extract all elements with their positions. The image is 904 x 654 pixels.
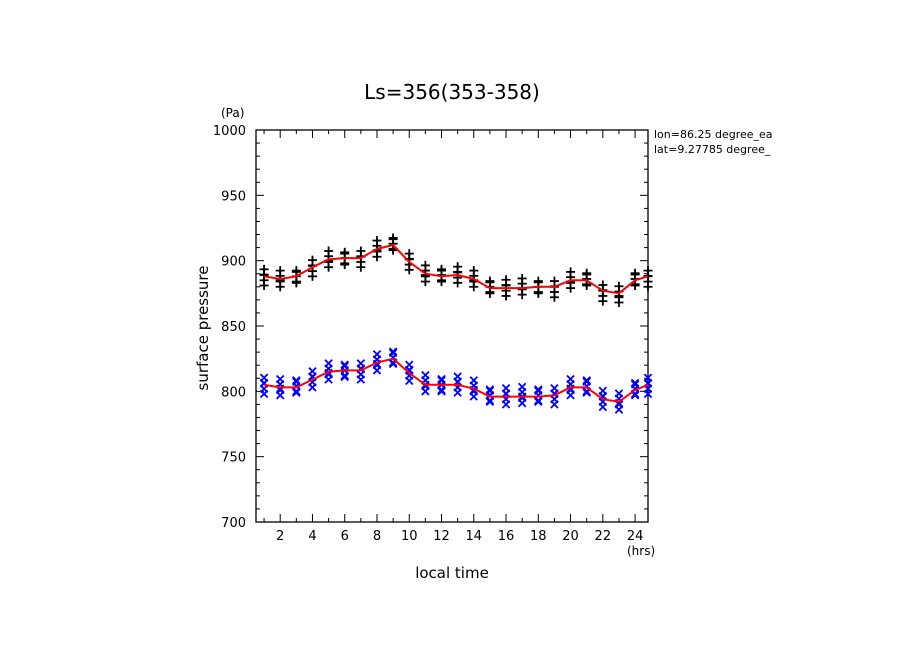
data-point-cross <box>485 386 495 396</box>
data-point-cross <box>453 372 462 381</box>
x-tick-label: 2 <box>276 529 284 544</box>
x-tick-label: 12 <box>433 529 450 544</box>
data-point-cross <box>340 372 349 382</box>
data-point-cross <box>550 383 559 393</box>
x-tick-label: 24 <box>627 529 644 544</box>
data-point-cross <box>388 348 398 358</box>
data-point-cross <box>534 397 543 407</box>
x-tick-label: 22 <box>595 529 612 544</box>
data-point-cross <box>566 374 575 384</box>
chart-title: Ls=356(353-358) <box>364 80 540 104</box>
y-tick-label: 1000 <box>213 124 246 139</box>
data-point-cross <box>630 391 640 400</box>
data-point-cross <box>372 349 382 359</box>
lat-annotation: lat=9.27785 degree_ <box>654 143 771 156</box>
data-point-cross <box>259 373 269 382</box>
data-point-cross <box>534 386 543 396</box>
data-point-cross <box>356 359 366 368</box>
mean-line <box>263 244 649 295</box>
x-tick-label: 14 <box>466 529 483 544</box>
data-point-cross <box>582 376 591 385</box>
y-tick-label: 800 <box>221 385 246 400</box>
plot-frame <box>255 129 649 523</box>
data-point-cross <box>630 380 640 389</box>
x-tick-label: 8 <box>373 529 381 544</box>
x-unit-label: (hrs) <box>627 544 655 558</box>
data-point-cross <box>388 347 398 356</box>
x-tick-label: 10 <box>401 529 418 544</box>
data-point-cross <box>501 383 511 393</box>
data-point-cross <box>582 377 591 386</box>
data-point-cross <box>421 370 430 380</box>
data-point-cross <box>292 377 301 386</box>
data-point-cross <box>598 386 608 396</box>
y-tick-label: 700 <box>221 516 246 531</box>
data-point-cross <box>308 366 317 376</box>
data-point-cross <box>324 359 333 368</box>
lon-annotation: lon=86.25 degree_ea <box>654 128 773 141</box>
y-tick-label: 850 <box>221 320 246 335</box>
data-point-cross <box>340 360 349 369</box>
data-point-cross <box>469 376 479 385</box>
x-tick-label: 4 <box>308 529 316 544</box>
y-tick-label: 950 <box>221 189 246 204</box>
plot-area: 2 4 6 8 10 12 14 16 18 20 22 2470075080085090095010… <box>213 124 653 544</box>
data-point-cross <box>517 382 527 392</box>
data-point-cross <box>614 389 624 398</box>
data-point-cross <box>643 373 653 382</box>
data-point-cross <box>405 360 414 369</box>
data-point-cross <box>292 376 301 385</box>
x-tick-label: 18 <box>530 529 547 544</box>
y-axis-label: surface pressure <box>194 266 212 391</box>
y-unit-label: (Pa) <box>221 106 244 120</box>
data-point-cross <box>534 385 543 394</box>
y-tick-label: 750 <box>221 451 246 466</box>
data-point-cross <box>292 388 301 397</box>
data-point-cross <box>437 387 446 396</box>
data-point-cross <box>630 378 640 388</box>
x-tick-label: 16 <box>498 529 515 544</box>
x-tick-label: 20 <box>562 529 579 544</box>
y-tick-label: 900 <box>221 255 246 270</box>
data-point-cross <box>485 385 495 394</box>
data-point-cross <box>340 361 349 371</box>
data-point-cross <box>485 397 495 407</box>
x-tick-label: 6 <box>341 529 349 544</box>
mean-line <box>263 357 649 403</box>
data-point-cross <box>275 374 285 384</box>
data-point-cross <box>437 374 446 384</box>
x-axis-label: local time <box>415 564 489 582</box>
data-point-cross <box>437 376 446 385</box>
